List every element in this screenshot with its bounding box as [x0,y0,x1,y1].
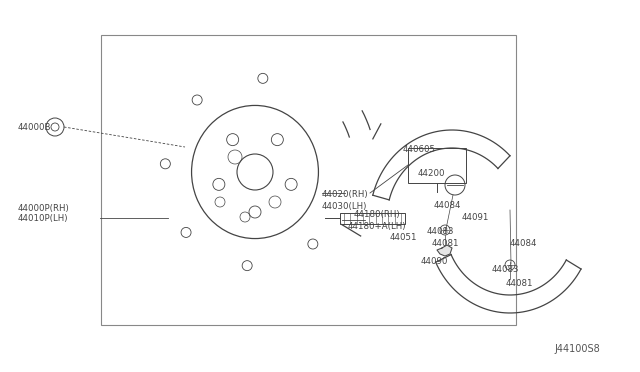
Text: 44000P(RH): 44000P(RH) [18,203,70,212]
Text: 44084: 44084 [510,238,538,247]
Text: 44010P(LH): 44010P(LH) [18,214,68,222]
Bar [101,35,516,325]
Polygon shape [437,245,452,256]
Text: 440605: 440605 [403,145,436,154]
Text: 44083: 44083 [492,266,520,275]
Text: 44020(RH): 44020(RH) [322,189,369,199]
Text: 44090: 44090 [421,257,449,266]
Text: 44084: 44084 [434,202,461,211]
Bar [408,148,466,183]
Text: 44081: 44081 [432,238,460,247]
Text: 44000B: 44000B [18,122,51,131]
Text: 44200: 44200 [418,169,445,177]
Text: 44030(LH): 44030(LH) [322,202,367,211]
Bar [340,213,405,224]
Text: 44083: 44083 [427,228,454,237]
Text: 44051: 44051 [390,234,417,243]
Text: 44091: 44091 [462,214,490,222]
Text: J44100S8: J44100S8 [554,344,600,354]
Text: 44180(RH): 44180(RH) [354,211,401,219]
Text: 44180+A(LH): 44180+A(LH) [348,221,406,231]
Text: 44081: 44081 [506,279,534,289]
